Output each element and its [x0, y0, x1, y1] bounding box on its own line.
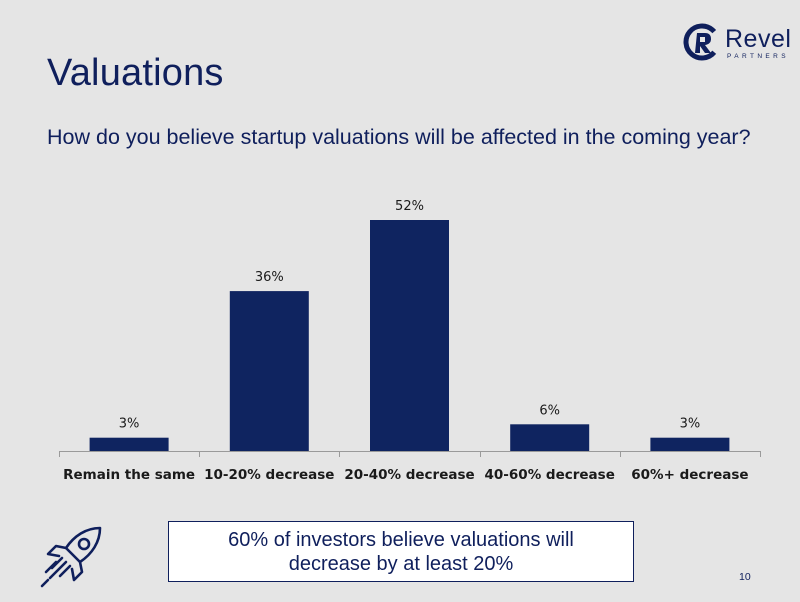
revel-r-mark-icon	[683, 23, 721, 61]
bar	[229, 291, 309, 451]
x-tick-label: 40-60% decrease	[485, 467, 615, 483]
data-label: 6%	[539, 403, 560, 418]
bar	[650, 437, 730, 451]
slide-subtitle: How do you believe startup valuations wi…	[47, 125, 751, 149]
logo-tagline: PARTNERS	[727, 53, 789, 60]
key-finding-callout: 60% of investors believe valuations will…	[168, 521, 634, 582]
labels-layer: 3% Remain the same 36% 10-20% decrease 52% 20…	[63, 199, 748, 483]
slide-title: Valuations	[47, 52, 224, 94]
data-label: 3%	[119, 417, 140, 432]
data-label: 3%	[680, 417, 701, 432]
bar	[370, 220, 449, 451]
x-tick-label: 60%+ decrease	[631, 467, 748, 483]
data-label: 36%	[255, 270, 284, 285]
rocket-icon	[38, 524, 104, 590]
bar-chart: 3% Remain the same 36% 10-20% decrease 52% 20…	[59, 199, 761, 483]
x-tick-label: 20-40% decrease	[344, 467, 474, 483]
bar	[510, 424, 590, 451]
x-tick-label: 10-20% decrease	[204, 467, 334, 483]
revel-partners-logo: Revel PARTNERS	[683, 22, 791, 66]
bar	[89, 437, 169, 451]
logo-wordmark: Revel	[725, 25, 792, 53]
bars-layer	[59, 220, 761, 457]
x-tick-label: Remain the same	[63, 467, 195, 483]
data-label: 52%	[395, 199, 424, 214]
page-number: 10	[739, 571, 751, 583]
